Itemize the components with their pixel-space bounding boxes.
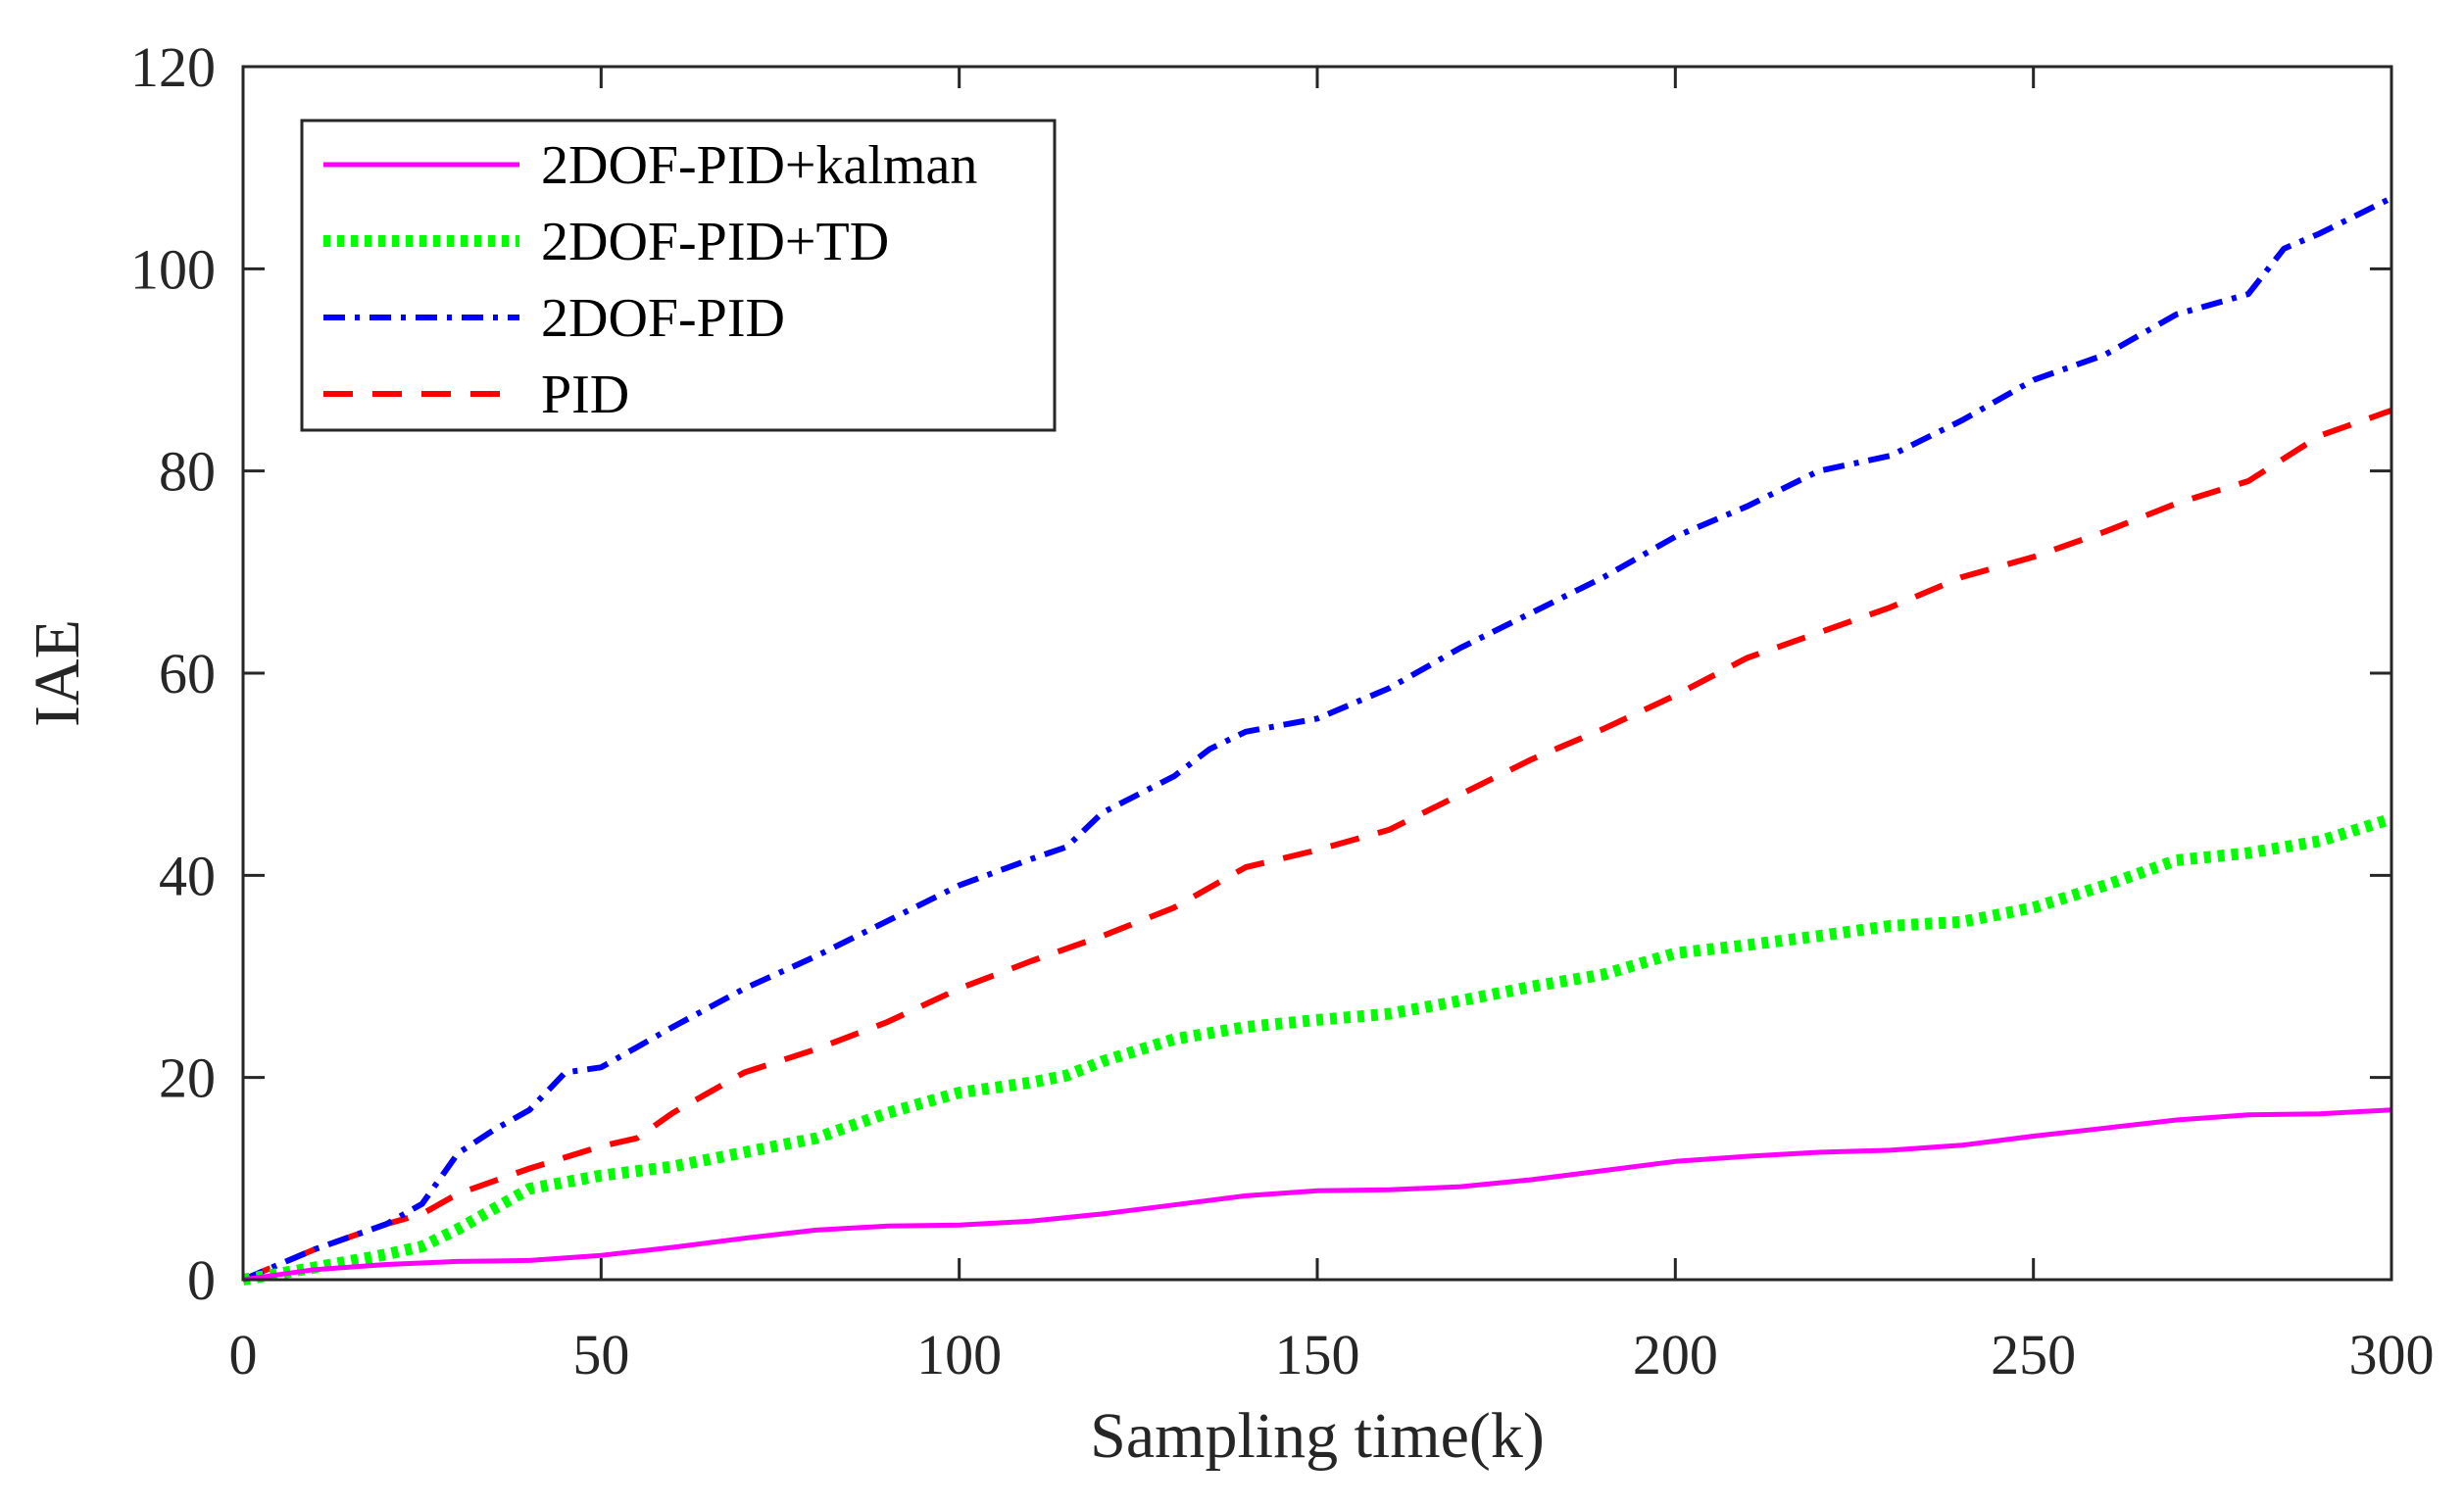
x-tick-label: 300 [2349,1323,2435,1386]
y-tick-label: 40 [159,844,216,907]
y-tick-label: 60 [159,642,216,705]
series-layer [241,195,2393,1286]
series-line-2dof-pid-td [241,812,2393,1286]
x-tick-label: 50 [572,1323,629,1386]
legend-label: 2DOF-PID+TD [541,212,889,272]
legend-label: 2DOF-PID [541,288,785,349]
x-tick-label: 150 [1275,1323,1360,1386]
ticks-layer: 0 50 100 150 200 250 300 0 20 40 60 80 100 120 [130,35,2435,1386]
legend-box [300,119,1057,432]
legend-label: 2DOF-PID+kalman [541,135,977,196]
x-tick-label: 250 [1991,1323,2076,1386]
series-line-pid [241,407,2392,1283]
legend-label: PID [541,365,629,425]
y-tick-label: 100 [130,237,216,301]
y-tick-label: 120 [130,35,216,99]
x-tick-label: 100 [916,1323,1002,1386]
x-axis-label: Sampling time(k) [1090,1400,1545,1472]
y-tick-label: 80 [159,440,216,504]
x-tick-label: 200 [1633,1323,1718,1386]
series-line-2dof-pid-kalman [242,1107,2392,1283]
legend: 2DOF-PID+kalman 2DOF-PID+TD 2DOF-PID PID [300,119,1057,432]
y-tick-label: 20 [159,1046,216,1110]
series-line-2dof-pid [241,195,2393,1283]
y-axis-label: IAE [22,619,93,727]
y-tick-label: 0 [187,1248,216,1312]
x-tick-label: 0 [229,1323,258,1386]
